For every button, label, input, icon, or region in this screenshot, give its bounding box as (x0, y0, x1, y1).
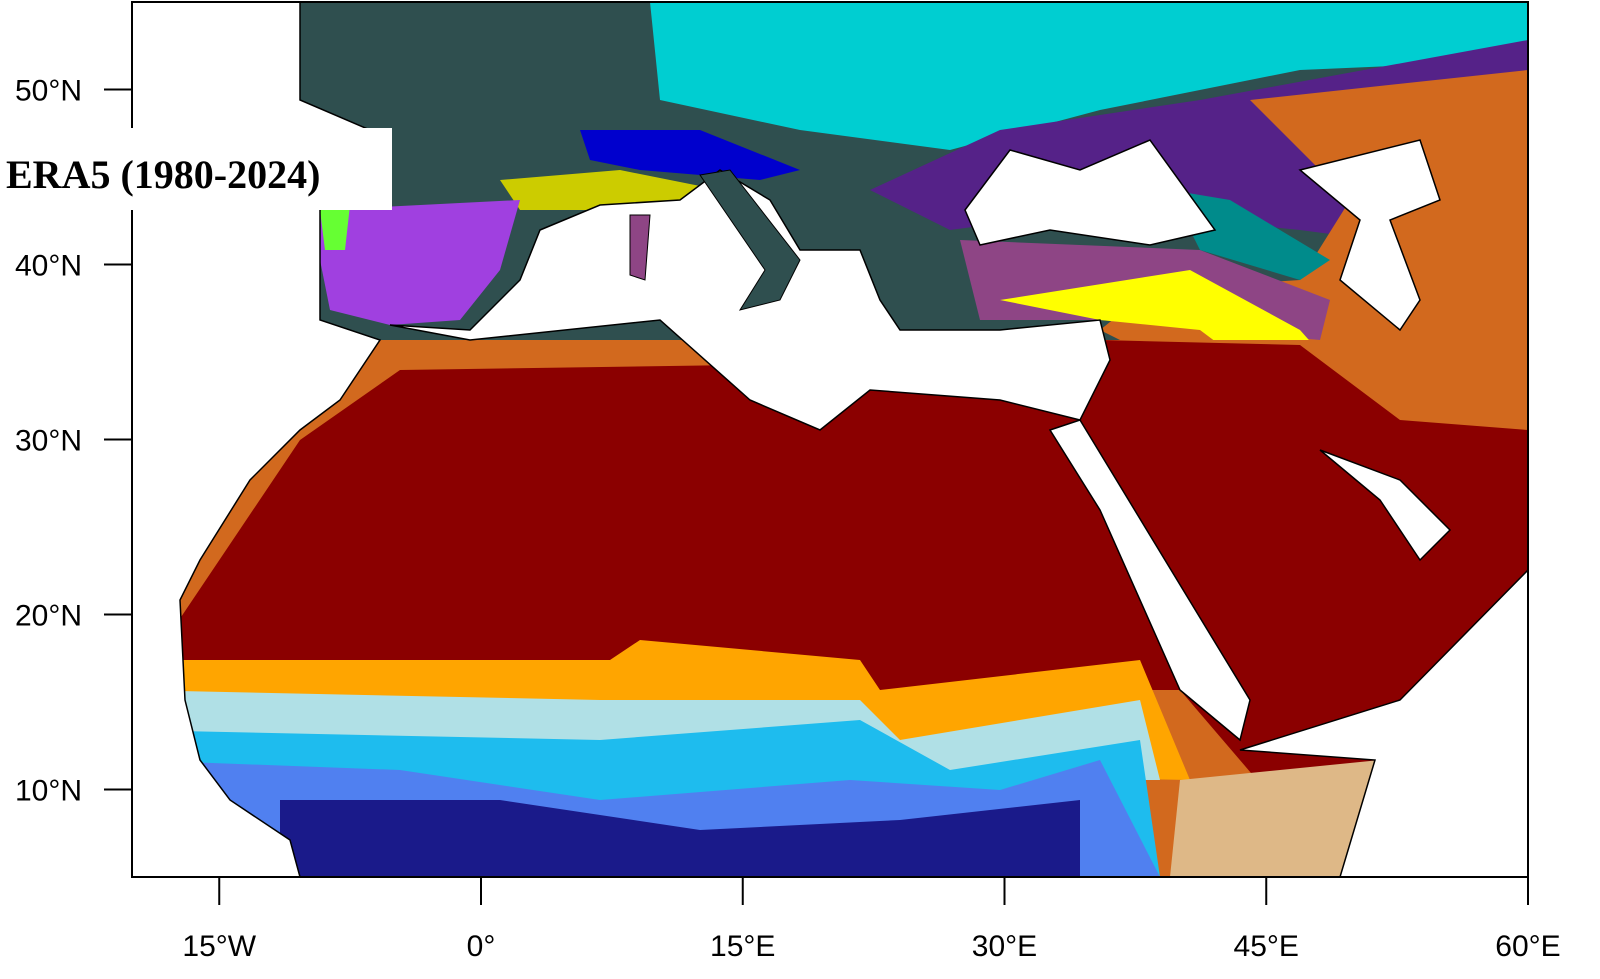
y-tick-label: 50°N (15, 75, 82, 108)
x-tick-label: 60°E (1495, 930, 1560, 963)
x-tick-label: 15°E (710, 930, 775, 963)
y-tick-label: 40°N (15, 250, 82, 283)
x-tick-label: 45°E (1234, 930, 1299, 963)
sardinia (629, 214, 651, 281)
x-tick-label: 0° (467, 930, 496, 963)
title-box (0, 128, 392, 210)
x-tick-label: 30°E (972, 930, 1037, 963)
red-sea (1048, 419, 1251, 742)
hot-desert (132, 340, 1528, 877)
arabian-sea (1239, 568, 1528, 877)
y-tick-label: 20°N (15, 600, 82, 633)
climate-map (132, 2, 1528, 877)
subarctic-zone (650, 2, 1528, 150)
caspian-sea (1298, 139, 1441, 332)
horn-arid (1170, 760, 1380, 877)
caucasus-zone (1170, 190, 1330, 280)
y-tick-label: 30°N (15, 425, 82, 458)
tropical-monsoon (280, 800, 1080, 877)
oceanic-iberia (320, 205, 350, 250)
y-tick-label: 10°N (15, 775, 82, 808)
humid-subtropical (500, 170, 720, 210)
x-tick-label: 15°W (182, 930, 256, 963)
alpine-zone (580, 130, 800, 180)
black-sea (964, 139, 1217, 246)
iberia-zone (320, 200, 520, 325)
italy (699, 169, 801, 311)
map-title: ERA5 (1980-2024) (6, 152, 320, 197)
persian-gulf (1319, 449, 1452, 562)
